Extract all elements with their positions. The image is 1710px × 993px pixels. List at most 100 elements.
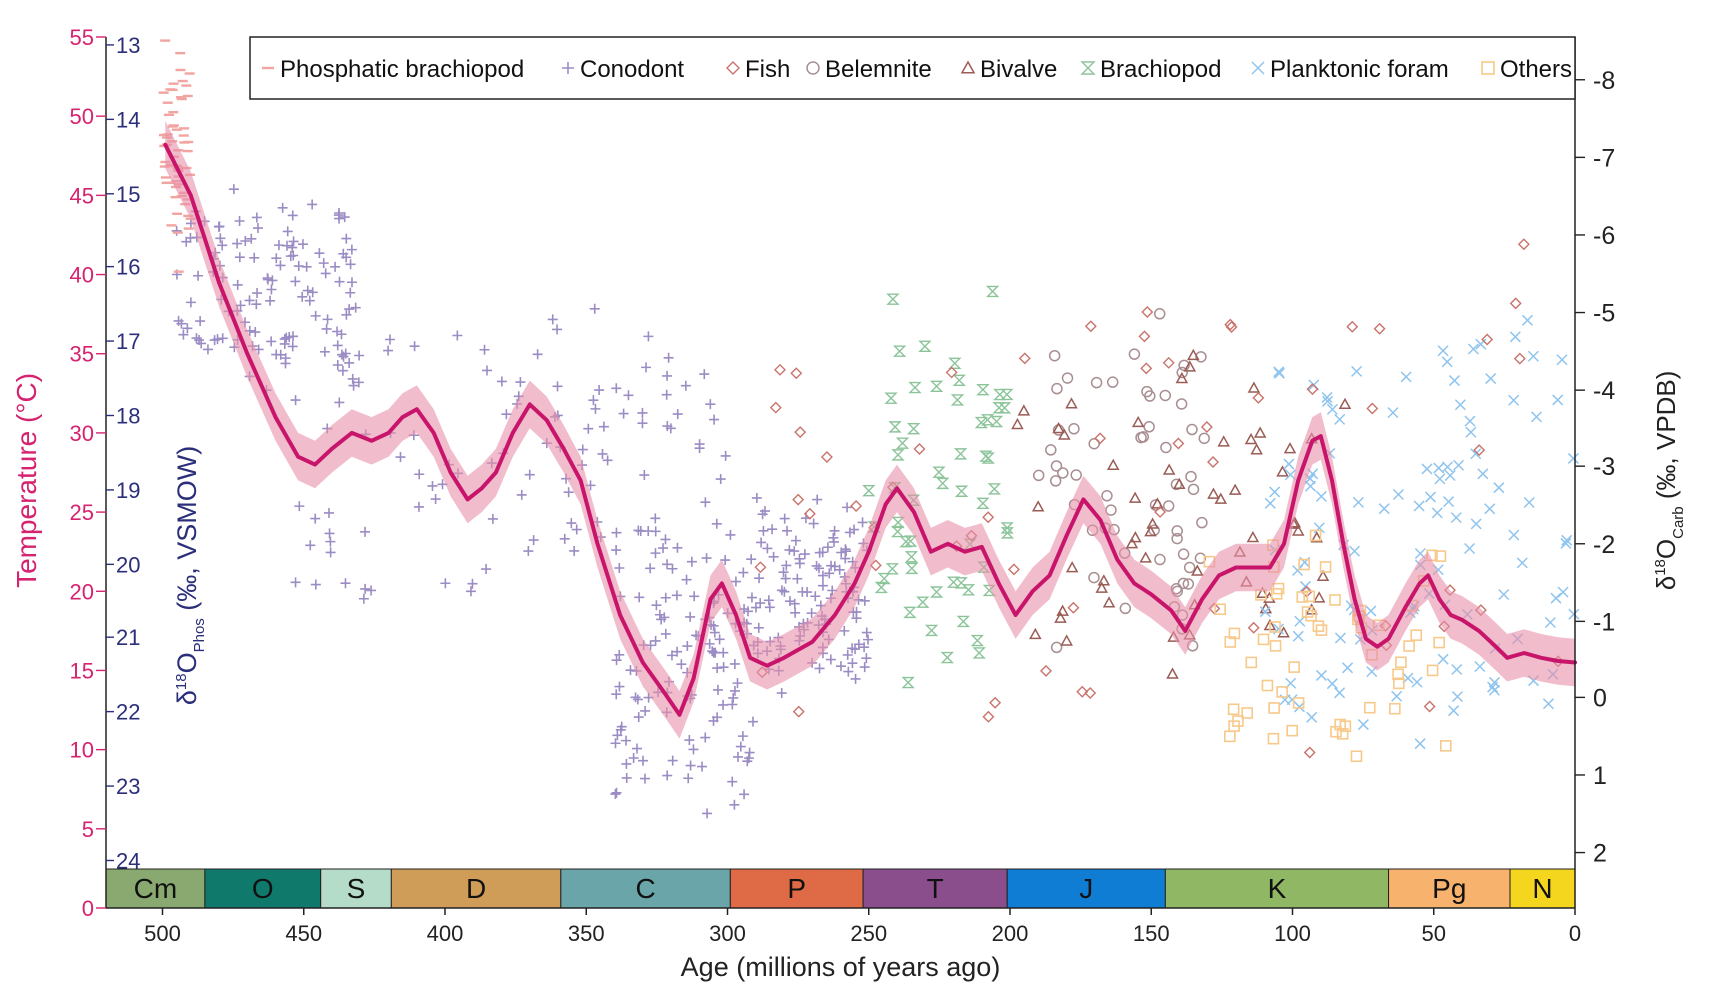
data-point-bivalve <box>1173 477 1186 490</box>
data-point-conodont <box>346 244 357 255</box>
carbonate-tick-label: -3 <box>1593 453 1615 481</box>
data-point-conodont <box>672 646 683 657</box>
data-point-belemnite <box>1070 469 1082 481</box>
x-tick-label: 150 <box>1133 921 1170 946</box>
legend-marker-fish <box>726 61 740 75</box>
data-point-conodont <box>633 712 644 723</box>
data-point-conodont <box>857 517 868 528</box>
data-point-brachiopod <box>976 497 990 509</box>
data-point-brachiopod <box>981 452 995 464</box>
data-point-brachiopod <box>956 615 971 628</box>
data-point-brachiopod <box>954 485 969 497</box>
data-point-conodont <box>737 731 748 742</box>
legend-label: Brachiopod <box>1100 56 1221 83</box>
phosphate-axis-title-part: Phos <box>191 618 208 652</box>
data-point-conodont <box>729 685 740 696</box>
data-point-brachiopod <box>1000 522 1014 534</box>
data-point-conodont <box>294 501 305 512</box>
data-point-bivalve <box>1191 564 1204 576</box>
data-point-conodont <box>610 738 621 749</box>
data-point-conodont <box>712 663 723 674</box>
carbonate-axis-title-part: 18 <box>1652 559 1669 576</box>
data-point-conodont <box>414 469 425 480</box>
data-point-planktonic-foram <box>1488 684 1500 696</box>
data-point-conodont <box>281 240 292 251</box>
data-point-bivalve <box>1106 458 1120 471</box>
data-point-bivalve <box>1151 497 1164 509</box>
data-point-planktonic-foram <box>1437 653 1449 665</box>
data-point-conodont <box>762 543 773 554</box>
data-point-fish <box>1154 505 1167 518</box>
legend-label: Planktonic foram <box>1270 56 1449 83</box>
data-point-conodont <box>727 699 738 710</box>
data-point-conodont <box>660 592 671 603</box>
data-point-planktonic-foram <box>1326 403 1338 415</box>
data-point-conodont <box>366 585 377 596</box>
data-point-brachiopod <box>952 374 966 387</box>
data-point-conodont <box>322 314 333 325</box>
data-point-conodont <box>779 513 790 524</box>
data-point-fish <box>1162 356 1175 369</box>
data-point-bivalve <box>1146 517 1159 529</box>
data-point-others <box>1309 529 1322 542</box>
data-point-conodont <box>759 506 770 517</box>
data-point-bivalve <box>1144 525 1157 537</box>
data-point-conodont <box>588 395 599 406</box>
data-point-conodont <box>739 789 750 800</box>
data-point-conodont <box>694 439 705 450</box>
data-point-conodont <box>685 760 696 771</box>
data-point-conodont <box>178 329 189 340</box>
data-point-conodont <box>662 370 673 381</box>
data-point-planktonic-foram <box>1556 354 1568 366</box>
data-point-fish <box>1252 391 1265 404</box>
data-point-brachiopod <box>916 596 930 608</box>
phosphate-tick-label: 14 <box>116 107 140 132</box>
data-point-conodont <box>768 551 779 562</box>
data-point-fish <box>1306 383 1319 396</box>
temperature-tick-label: 40 <box>70 263 94 288</box>
data-point-conodont <box>618 408 629 419</box>
data-point-planktonic-foram <box>1477 468 1489 480</box>
data-point-fish <box>769 401 782 414</box>
data-point-conodont <box>751 492 762 503</box>
legend-label: Others <box>1500 56 1572 83</box>
data-point-conodont <box>288 250 299 261</box>
x-tick-label: 350 <box>568 921 605 946</box>
data-point-conodont <box>689 591 700 602</box>
data-point-bivalve <box>1065 397 1078 409</box>
data-point-others <box>1298 558 1310 571</box>
data-point-conodont <box>639 470 650 481</box>
data-point-others <box>1286 724 1299 737</box>
data-point-planktonic-foram <box>1387 407 1399 419</box>
period-label: Cm <box>134 873 178 904</box>
data-point-planktonic-foram <box>1292 630 1304 642</box>
data-point-conodont <box>611 689 622 700</box>
data-point-conodont <box>305 540 316 551</box>
data-point-conodont <box>660 628 671 639</box>
legend-marker-others <box>1481 61 1495 75</box>
data-point-belemnite <box>1183 561 1196 574</box>
data-point-planktonic-foram <box>1437 345 1449 357</box>
data-point-conodont <box>744 747 755 758</box>
data-point-bivalve <box>1310 531 1324 543</box>
data-point-conodont <box>746 592 757 603</box>
data-point-conodont <box>778 567 789 578</box>
data-point-planktonic-foram <box>1269 486 1281 498</box>
data-point-conodont <box>597 448 608 459</box>
data-point-conodont <box>817 570 828 581</box>
data-point-conodont <box>637 407 648 418</box>
data-point-brachiopod <box>899 536 913 548</box>
data-point-conodont <box>750 602 761 613</box>
carbonate-tick-label: -5 <box>1593 300 1615 328</box>
data-point-conodont <box>735 741 746 752</box>
data-point-conodont <box>712 684 723 695</box>
data-point-conodont <box>859 595 870 606</box>
data-point-conodont <box>667 563 678 574</box>
data-point-conodont <box>280 353 291 364</box>
data-point-conodont <box>176 318 187 329</box>
data-point-bivalve <box>1316 569 1330 582</box>
data-point-belemnite <box>1143 421 1155 433</box>
data-point-conodont <box>623 390 634 401</box>
period-label: N <box>1532 873 1552 904</box>
data-point-conodont <box>430 494 441 505</box>
